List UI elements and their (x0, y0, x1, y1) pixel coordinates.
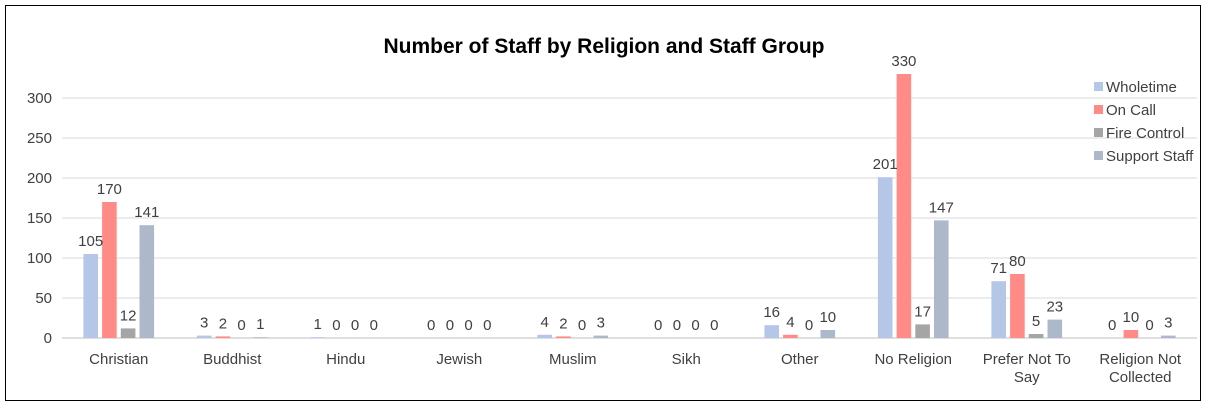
data-label: 1 (314, 316, 322, 333)
y-tick-label: 200 (27, 170, 52, 187)
x-tick-label: Prefer Not To Say (983, 351, 1071, 386)
legend-label: On Call (1106, 102, 1156, 119)
bar (915, 324, 930, 338)
data-label: 12 (120, 307, 137, 324)
x-tick-label: Muslim (549, 351, 597, 368)
data-label: 0 (691, 317, 699, 334)
y-tick-label: 0 (44, 330, 52, 347)
bar (934, 220, 949, 338)
data-label: 2 (559, 315, 567, 332)
data-label: 71 (990, 260, 1007, 277)
data-label: 2 (219, 315, 227, 332)
bar (783, 334, 798, 338)
data-label: 0 (237, 317, 245, 334)
legend: Wholetime On Call Fire Control Support Staf… (1094, 79, 1194, 165)
bar (1028, 334, 1044, 338)
data-label: 0 (464, 317, 472, 334)
bar (991, 281, 1006, 338)
data-label: 141 (134, 204, 159, 221)
data-label: 330 (891, 53, 916, 70)
data-label: 0 (1145, 317, 1153, 334)
data-label: 23 (1046, 299, 1063, 316)
data-label: 0 (654, 317, 662, 334)
data-label: 0 (351, 317, 359, 334)
data-label: 5 (1032, 313, 1040, 330)
bar (1123, 330, 1139, 338)
bar (877, 177, 893, 338)
data-label: 10 (1123, 309, 1140, 326)
bar (820, 330, 836, 338)
data-label: 17 (914, 303, 931, 320)
legend-swatch (1094, 128, 1103, 137)
bar (896, 74, 912, 338)
x-axis: Christian Buddhist Hindu Jewish Muslim Sikh Ot… (89, 351, 1182, 386)
data-label: 4 (786, 314, 794, 331)
x-tick-label: Christian (89, 351, 148, 368)
bars (83, 74, 1176, 338)
data-label: 10 (819, 309, 836, 326)
data-label: 3 (1164, 315, 1172, 332)
legend-label: Wholetime (1106, 79, 1177, 96)
bar (253, 337, 268, 338)
legend-swatch (1094, 151, 1103, 160)
data-label: 0 (673, 317, 681, 334)
bar (215, 336, 231, 338)
legend-label: Fire Control (1106, 125, 1184, 142)
data-label: 1 (256, 316, 264, 333)
bar (139, 225, 155, 338)
bar (1161, 335, 1176, 338)
data-label: 105 (78, 233, 103, 250)
legend-swatch (1094, 82, 1103, 91)
data-label: 0 (446, 317, 454, 334)
chart-title: Number of Staff by Religion and Staff Gr… (384, 35, 825, 58)
data-label: 147 (929, 199, 954, 216)
bar (556, 336, 571, 338)
y-tick-label: 100 (27, 250, 52, 267)
chart-frame: Number of Staff by Religion and Staff Gr… (5, 5, 1201, 401)
data-label: 3 (200, 315, 208, 332)
bar (537, 334, 552, 338)
bar (120, 328, 136, 338)
data-label: 201 (873, 156, 898, 173)
bar (1010, 274, 1025, 338)
data-label: 4 (541, 314, 549, 331)
y-tick-label: 300 (27, 90, 52, 107)
data-label: 0 (370, 317, 378, 334)
data-label: 0 (332, 317, 340, 334)
data-label: 0 (805, 317, 813, 334)
data-label: 0 (1108, 317, 1116, 334)
legend-label: Support Staff (1106, 148, 1194, 165)
data-label: 0 (710, 317, 718, 334)
x-tick-label: Buddhist (203, 351, 262, 368)
data-label: 3 (597, 315, 605, 332)
bar (102, 202, 117, 338)
y-tick-label: 150 (27, 210, 52, 227)
data-label: 0 (483, 317, 491, 334)
bar (593, 335, 609, 338)
bar (1047, 319, 1063, 338)
bar-chart: Number of Staff by Religion and Staff Gr… (27, 35, 1197, 386)
y-tick-label: 250 (27, 130, 52, 147)
bar (196, 335, 212, 338)
y-tick-label: 50 (35, 290, 52, 307)
x-tick-label: Other (781, 351, 819, 368)
data-label: 80 (1009, 253, 1026, 270)
x-tick-label: Religion Not Collected (1099, 351, 1182, 386)
x-tick-label: Jewish (436, 351, 482, 368)
data-label: 0 (427, 317, 435, 334)
gridlines (62, 97, 1197, 339)
y-axis: 0 50 100 150 200 250 300 (27, 90, 52, 347)
x-tick-label: Hindu (326, 351, 365, 368)
bar (764, 325, 779, 338)
data-label: 170 (97, 181, 122, 198)
x-tick-label: No Religion (874, 351, 952, 368)
legend-swatch (1094, 105, 1103, 114)
x-tick-label: Sikh (672, 351, 701, 368)
data-label: 16 (763, 304, 780, 321)
bar (310, 337, 325, 338)
data-label: 0 (578, 317, 586, 334)
bar (83, 254, 98, 338)
